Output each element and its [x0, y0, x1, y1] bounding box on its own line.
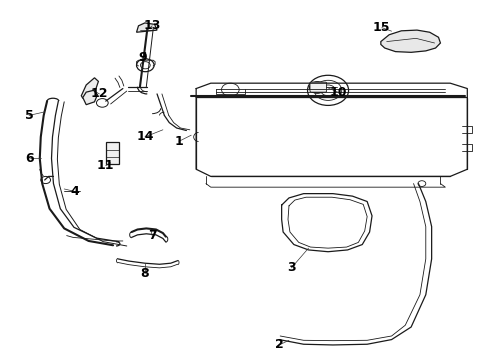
Text: 1: 1	[174, 135, 183, 148]
Polygon shape	[81, 78, 98, 98]
Polygon shape	[381, 30, 441, 52]
Text: 13: 13	[144, 19, 161, 32]
Text: 7: 7	[148, 229, 156, 242]
Polygon shape	[137, 23, 157, 32]
Polygon shape	[83, 90, 98, 105]
FancyBboxPatch shape	[106, 142, 120, 164]
Text: 6: 6	[25, 152, 34, 165]
Text: 11: 11	[97, 159, 115, 172]
Text: 15: 15	[373, 21, 391, 34]
Text: 9: 9	[138, 51, 147, 64]
FancyBboxPatch shape	[310, 82, 327, 92]
Text: 2: 2	[275, 338, 284, 351]
Text: 14: 14	[136, 130, 153, 144]
Text: 12: 12	[91, 87, 108, 100]
Text: 10: 10	[329, 86, 346, 99]
Text: 8: 8	[141, 267, 149, 280]
Text: 3: 3	[287, 261, 296, 274]
Text: 5: 5	[24, 109, 33, 122]
Text: 4: 4	[71, 185, 79, 198]
